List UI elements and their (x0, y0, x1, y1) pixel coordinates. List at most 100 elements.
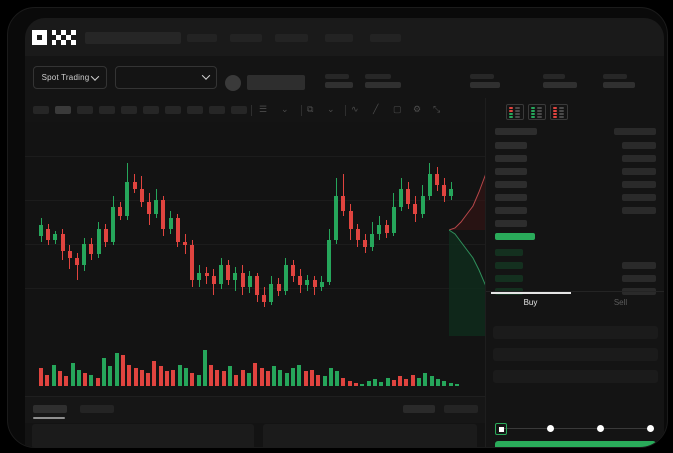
candle-body (60, 234, 65, 251)
orderbook-bids-icon[interactable] (528, 104, 546, 120)
timeframe-button[interactable] (33, 106, 49, 114)
orderbook-ask-size[interactable] (622, 194, 656, 201)
timeframe-button[interactable] (77, 106, 93, 114)
candle-body (53, 234, 58, 240)
candle-body (283, 265, 288, 291)
candlestick-chart[interactable] (25, 122, 485, 336)
orderbook-ask-row[interactable] (495, 155, 527, 162)
candle-body (305, 279, 310, 286)
orderbook-ask-row[interactable] (495, 168, 527, 175)
volume-bar (354, 382, 358, 386)
orderbook-bid-row[interactable] (495, 275, 523, 282)
orderbook-ask-row[interactable] (495, 207, 527, 214)
orderbook-icon-bar (531, 113, 535, 115)
fullscreen-icon[interactable]: ⤡ (433, 104, 441, 114)
orders-action-1[interactable] (403, 405, 435, 413)
candlestick-icon[interactable]: ☰ (259, 104, 268, 114)
orderbook-ask-row[interactable] (495, 220, 527, 227)
indicator-icon[interactable]: ⧉ (307, 104, 314, 114)
tab-order-history[interactable] (80, 405, 114, 413)
orderbook-ask-row[interactable] (495, 181, 527, 188)
logo-pixel (36, 30, 42, 35)
snapshot-icon[interactable]: ▢ (393, 104, 402, 114)
orderbook-bid-row[interactable] (495, 262, 523, 269)
order-amount-field[interactable] (493, 348, 658, 361)
orderbook-ask-size[interactable] (622, 155, 656, 162)
timeframe-button[interactable] (55, 106, 71, 114)
logo-pixel (32, 40, 37, 45)
timeframe-button[interactable] (165, 106, 181, 114)
orderbook-header-price[interactable] (495, 128, 537, 135)
orderbook-bid-row[interactable] (495, 249, 523, 256)
orderbook-bid-size[interactable] (622, 275, 656, 282)
orderbook-both-icon[interactable] (506, 104, 524, 120)
chevron-down-icon (91, 71, 100, 81)
tab-sell[interactable]: Sell (613, 298, 628, 307)
stepper-node-2[interactable] (597, 424, 604, 432)
orderbook-header-size[interactable] (614, 128, 656, 135)
volume-bar (171, 369, 176, 386)
orderbook-ask-size[interactable] (622, 142, 656, 149)
timeframe-button[interactable] (187, 106, 203, 114)
timeframe-button[interactable] (231, 106, 247, 114)
market-type-select[interactable]: Spot Trading (33, 66, 107, 89)
volume-bar (39, 368, 43, 386)
candle-body (391, 207, 396, 233)
stepper-node-1[interactable] (547, 424, 554, 432)
chevron-down-icon[interactable]: ⌄ (327, 104, 335, 114)
tab-open-orders[interactable] (33, 405, 67, 413)
bottom-panel-left (32, 424, 254, 447)
timeframe-button[interactable] (143, 106, 159, 114)
orderbook-bid-size[interactable] (622, 262, 656, 269)
stat-label (603, 74, 627, 79)
orderbook-ask-row[interactable] (495, 194, 527, 201)
timeframe-button[interactable] (121, 106, 137, 114)
drawing-tools-icon[interactable]: ╱ (373, 104, 379, 114)
orderbook-ask-size[interactable] (622, 181, 656, 188)
stepper-node-0-active[interactable] (495, 423, 507, 435)
header-nav-item[interactable] (230, 34, 262, 42)
bottom-panel-right (263, 424, 477, 447)
order-price-field[interactable] (493, 326, 658, 339)
volume-bar (385, 377, 390, 386)
orderbook-asks-icon[interactable] (550, 104, 568, 120)
candle-body (226, 265, 231, 280)
submit-order-button[interactable] (495, 441, 656, 447)
spread-price-row[interactable] (495, 233, 535, 240)
candle-body (255, 276, 259, 295)
timeframe-button[interactable] (99, 106, 115, 114)
logo-pixel (61, 40, 67, 45)
amount-stepper[interactable] (495, 423, 656, 435)
candle-wick (76, 252, 78, 280)
header-nav-item[interactable] (275, 34, 308, 42)
candle-body (442, 185, 447, 197)
volume-bar (209, 364, 214, 386)
logo-pixel (41, 40, 47, 45)
chart-settings-icon[interactable]: ⚙ (413, 104, 422, 114)
trading-pair-select[interactable] (115, 66, 217, 89)
orderbook-icon-bar (559, 107, 564, 109)
volume-bar (183, 368, 188, 386)
orderbook-icon-bar (509, 110, 513, 112)
header-nav-item[interactable] (187, 34, 217, 42)
chevron-down-icon[interactable]: ⌄ (281, 104, 289, 114)
volume-bar (429, 376, 434, 386)
line-chart-icon[interactable]: ∿ (351, 104, 359, 114)
orderbook-ask-row[interactable] (495, 142, 527, 149)
order-total-field[interactable] (493, 370, 658, 383)
header-nav-item[interactable] (370, 34, 401, 42)
orderbook-ask-size[interactable] (622, 168, 656, 175)
candle-body (276, 283, 281, 291)
stepper-node-3[interactable] (647, 424, 654, 432)
volume-bar (347, 381, 352, 386)
header-nav-item[interactable] (325, 34, 353, 42)
orderbook-ask-size[interactable] (622, 207, 656, 214)
orders-action-2[interactable] (444, 405, 478, 413)
okx-logo[interactable] (32, 30, 76, 45)
orderbook-icon-bar (515, 107, 520, 109)
orderbook-icon-bar (515, 116, 520, 118)
tab-buy[interactable]: Buy (523, 298, 538, 307)
timeframe-button[interactable] (209, 106, 225, 114)
search-bar-placeholder[interactable] (85, 32, 181, 44)
